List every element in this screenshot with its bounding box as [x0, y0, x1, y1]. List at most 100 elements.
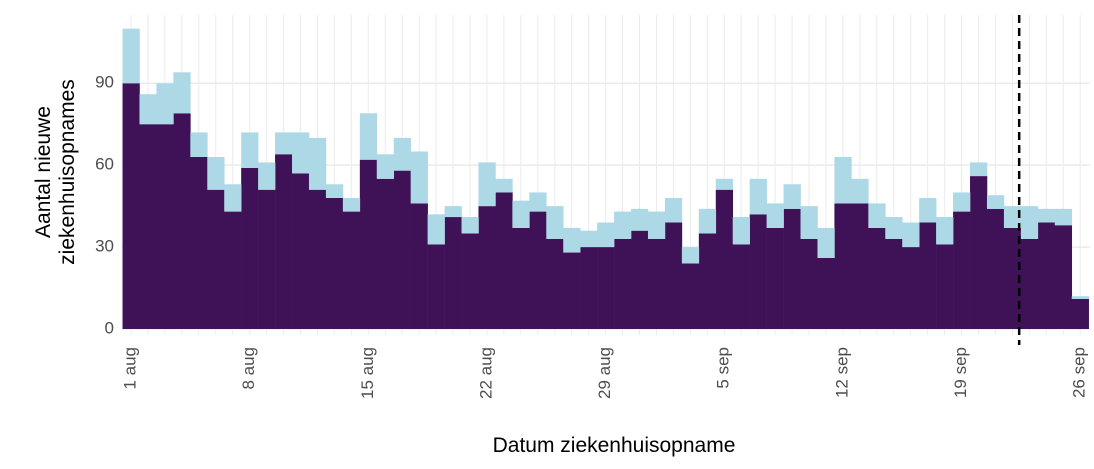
bar-segment [325, 184, 344, 198]
bar-segment [749, 178, 767, 215]
bar-segment [258, 189, 276, 329]
bar-segment [258, 162, 276, 190]
bar-segment [1003, 227, 1022, 329]
bar-segment [224, 184, 242, 212]
bar-segment [495, 178, 513, 193]
x-tick-label: 8 aug [239, 347, 258, 390]
y-tick-label: 90 [95, 73, 114, 92]
bar-segment [647, 211, 666, 239]
bar-segment [376, 178, 395, 329]
y-tick-label: 0 [105, 318, 114, 337]
bar-segment [563, 252, 581, 329]
bar-segment [647, 238, 666, 329]
bar-segment [800, 238, 818, 329]
bar-segment [427, 214, 445, 245]
bar-segment [241, 167, 259, 329]
bar-segment [359, 113, 378, 160]
bar-segment [732, 217, 750, 245]
bar-segment [444, 206, 462, 218]
bar-segment [427, 244, 445, 329]
bar-segment [936, 244, 954, 329]
x-tick-label: 26 sep [1070, 347, 1089, 398]
bar-segment [580, 230, 598, 248]
bar-segment [681, 263, 700, 329]
bar-segment [766, 203, 784, 228]
bar-segment [631, 230, 649, 329]
x-tick-label: 15 aug [358, 347, 377, 399]
bar-segment [783, 208, 801, 329]
bar-segment [681, 247, 700, 264]
bar-segment [122, 28, 140, 84]
bar-segment [410, 203, 428, 329]
bar-segment [478, 162, 496, 207]
bar-segment [698, 233, 717, 329]
bar-segment [834, 156, 852, 204]
bar-segment [986, 195, 1005, 209]
x-tick-label: 1 aug [120, 347, 139, 390]
bar-segment [495, 192, 513, 329]
y-tick-label: 30 [95, 237, 114, 256]
bar-segment [732, 244, 750, 329]
x-tick-label: 29 aug [595, 347, 614, 399]
y-tick-label: 60 [95, 155, 114, 174]
bar-segment [986, 208, 1005, 329]
bar-segment [698, 208, 717, 234]
bar-segment [919, 197, 937, 223]
bar-segment [461, 217, 479, 234]
bar-segment [275, 154, 293, 329]
bar-segment [376, 154, 395, 179]
bar-segment [122, 83, 140, 329]
bar-segment [953, 192, 971, 212]
bar-segment [342, 197, 361, 212]
bar-segment [868, 227, 886, 329]
bar-segment [393, 170, 411, 329]
bar-segment [1037, 208, 1056, 223]
bar-segment [275, 132, 293, 155]
bar-segment [207, 156, 225, 190]
bar-segment [461, 233, 479, 329]
bar-segment [970, 162, 988, 177]
x-tick-label: 5 sep [714, 347, 733, 389]
bar-segment [393, 137, 411, 171]
bar-segment [631, 208, 649, 231]
bar-segment [766, 227, 784, 329]
bar-segment [817, 227, 835, 259]
bar-segment [580, 247, 598, 329]
bar-segment [953, 211, 971, 329]
x-tick-label: 19 sep [951, 347, 970, 398]
bar-segment [478, 206, 496, 329]
bar-segment [783, 184, 801, 209]
bar-segment [902, 222, 920, 248]
bar-segment [139, 94, 157, 125]
bar-segment [715, 178, 734, 190]
bar-segment [834, 203, 852, 329]
bar-segment [156, 124, 174, 329]
bar-segment [970, 176, 988, 329]
bar-segment [1020, 206, 1039, 239]
bar-segment [851, 178, 869, 204]
bar-segment [342, 211, 361, 329]
bar-segment [156, 83, 174, 125]
bar-segment [546, 206, 564, 239]
bar-segment [139, 124, 157, 329]
bar-segment [325, 197, 344, 329]
bar-segment [308, 189, 327, 329]
bar-segment [173, 113, 191, 329]
bar-segment [1071, 298, 1089, 329]
bar-segment [308, 137, 327, 190]
bar-segment [868, 203, 886, 228]
y-axis-title: ziekenhuisopnames [56, 79, 79, 265]
x-tick-label: 12 sep [832, 347, 851, 398]
bar-segment [546, 238, 564, 329]
bar-segment [292, 173, 310, 329]
bar-segment [851, 203, 869, 329]
bar-segment [715, 189, 734, 329]
bar-segment [241, 132, 259, 168]
bar-segment [529, 192, 547, 212]
bar-segment [444, 217, 462, 329]
bar-segment [512, 227, 530, 329]
bar-segment [800, 206, 818, 239]
bar-segment [529, 211, 547, 329]
bar-segment [936, 217, 954, 245]
